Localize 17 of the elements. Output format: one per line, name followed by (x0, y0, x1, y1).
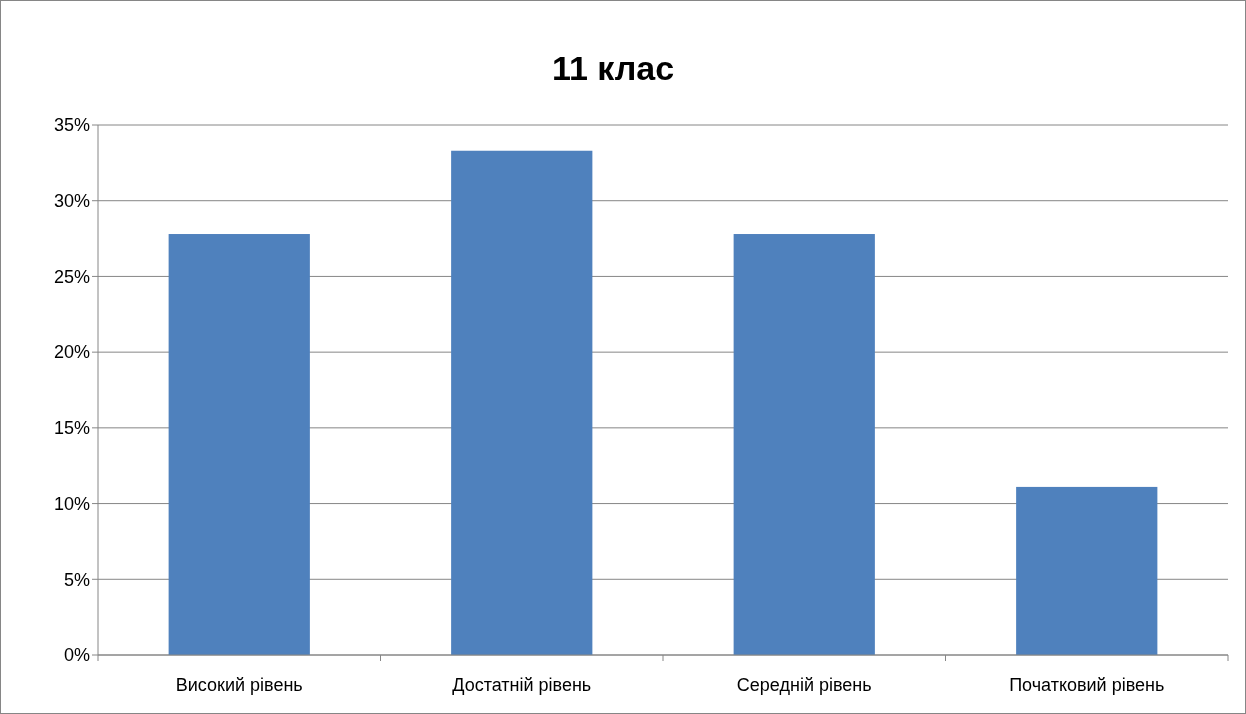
bar (1016, 486, 1158, 655)
y-tick-label: 25% (53, 266, 90, 287)
y-tick-label: 0% (63, 645, 90, 666)
chart-title: 11 клас (551, 49, 675, 87)
bar (451, 150, 593, 655)
x-tick-label: Початковий рівень (1009, 675, 1165, 695)
x-tick-label: Достатній рівень (452, 675, 592, 695)
y-tick-label: 35% (53, 115, 90, 136)
y-tick-label: 15% (53, 418, 90, 439)
bar (168, 234, 310, 655)
y-tick-label: 30% (53, 191, 90, 212)
y-tick-label: 10% (53, 493, 90, 514)
y-tick-label: 20% (53, 342, 90, 363)
x-tick-label: Середній рівень (736, 675, 872, 695)
x-tick-label: Високий рівень (175, 675, 303, 695)
bar (733, 234, 875, 655)
y-tick-label: 5% (63, 569, 90, 590)
